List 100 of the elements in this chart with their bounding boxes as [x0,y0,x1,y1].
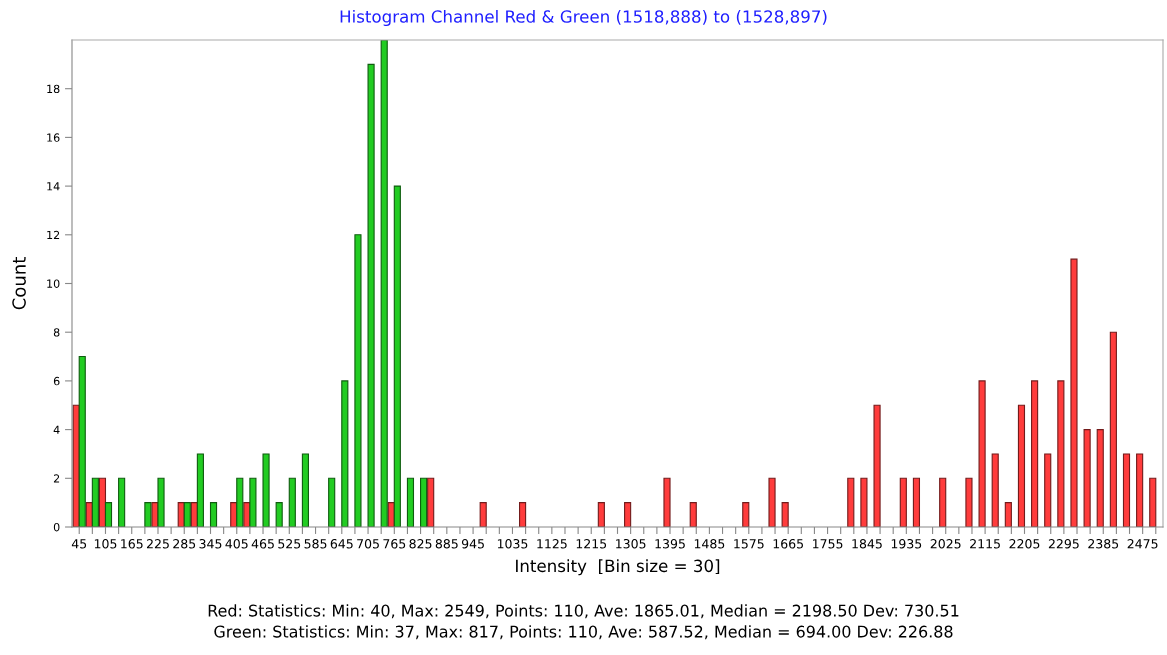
bar [1004,502,1012,527]
bar [1057,380,1065,527]
bar [262,453,270,527]
bar [393,185,401,527]
x-axis-title: Intensity [Bin size = 30] [516,559,720,576]
x-tick-label: 225 [146,539,169,549]
bar [328,477,336,527]
bar [597,502,605,527]
bar [104,502,113,527]
bar [367,63,375,527]
x-tick-label: 585 [304,539,327,549]
bar [183,502,191,527]
x-tick-label: 645 [330,539,353,549]
bar [781,502,789,527]
bar [519,502,527,527]
x-tick-label: 825 [409,539,432,549]
bar [689,502,697,527]
x-tick-label: 165 [121,539,143,549]
bar [978,380,986,527]
x-tick-label: 1665 [773,539,803,549]
bar [1070,258,1078,527]
bar [209,502,218,527]
bar [939,477,947,527]
bar [479,502,487,527]
bar [1122,453,1131,527]
bar [301,453,310,527]
bar [380,40,388,527]
x-tick-label: 1215 [576,539,607,549]
x-tick-label: 765 [383,539,406,549]
bar [236,477,244,527]
x-tick-label: 945 [461,539,484,549]
bar [899,477,907,527]
bar [991,453,999,527]
bar [275,502,283,527]
bar [1109,331,1117,527]
bar [1083,429,1091,527]
x-tick-label: 1485 [694,539,725,549]
text: Red: Statistics: Min: 40, Max: 2549, Points: 110, Ave: 1865.01, Median = 2198.50 Dev: 730.51 [208,604,959,619]
bar [663,477,671,527]
x-tick-label: 1755 [813,539,843,549]
bar [249,477,257,527]
bar [196,453,204,527]
x-tick-label: 1035 [497,539,528,549]
y-tick-label: 14 [47,182,60,191]
x-tick-label: 2295 [1048,539,1079,549]
bar [624,502,632,527]
chart-title: Histogram Channel Red & Green (1518,888) to (1528,897) [340,9,827,27]
x-tick-label: 1845 [852,539,882,549]
bar [157,477,165,527]
bar [965,477,973,527]
y-tick-label: 4 [53,425,60,434]
bar [1149,477,1157,527]
bar [427,477,435,527]
x-tick-label: 1575 [734,539,764,549]
bar [420,477,428,527]
bar [873,404,881,527]
y-tick-label: 10 [47,279,60,288]
bar [341,380,349,527]
y-tick-label: 8 [53,328,60,337]
x-tick-label: 2115 [970,539,1000,549]
x-tick-label: 105 [94,539,117,549]
y-tick-label: 6 [53,376,60,386]
x-tick-label: 45 [71,539,87,549]
bar [118,477,126,527]
bar [847,477,855,527]
x-tick-label: 705 [357,539,379,549]
x-tick-label: 465 [251,539,274,549]
x-tick-label: 285 [173,539,196,549]
bar [288,477,296,527]
x-tick-label: 2025 [930,539,961,549]
x-tick-label: 345 [199,539,222,549]
x-tick-label: 1395 [655,539,685,549]
x-tick-label: 1935 [891,539,922,549]
y-tick-label: 2 [53,474,60,483]
x-tick-label: 2475 [1127,539,1158,549]
x-tick-label: 1125 [537,539,567,549]
y-tick-label: 18 [47,84,60,94]
x-tick-label: 405 [225,539,248,549]
bar [1017,404,1026,527]
y-tick-label: 12 [47,230,60,240]
bar [1044,453,1052,527]
bar [1096,429,1104,527]
bar [742,502,750,527]
bar [912,477,921,527]
x-tick-label: 525 [278,539,301,549]
bar [78,355,86,527]
bar [354,234,362,527]
bar [1136,453,1144,527]
bar [1031,380,1039,527]
x-tick-label: 2385 [1088,539,1119,549]
x-tick-label: 2205 [1009,539,1040,549]
y-tick-label: 0 [53,522,60,532]
bar [860,477,868,527]
x-tick-label: 885 [435,539,458,549]
text: Green: Statistics: Min: 37, Max: 817, Points: 110, Ave: 587.52, Median = 694.00 Dev: 226.88 [214,625,953,640]
x-tick-label: 1305 [616,539,646,549]
bar [91,477,99,527]
bar [144,502,152,527]
bar [768,477,776,527]
y-tick-label: 16 [47,133,60,142]
